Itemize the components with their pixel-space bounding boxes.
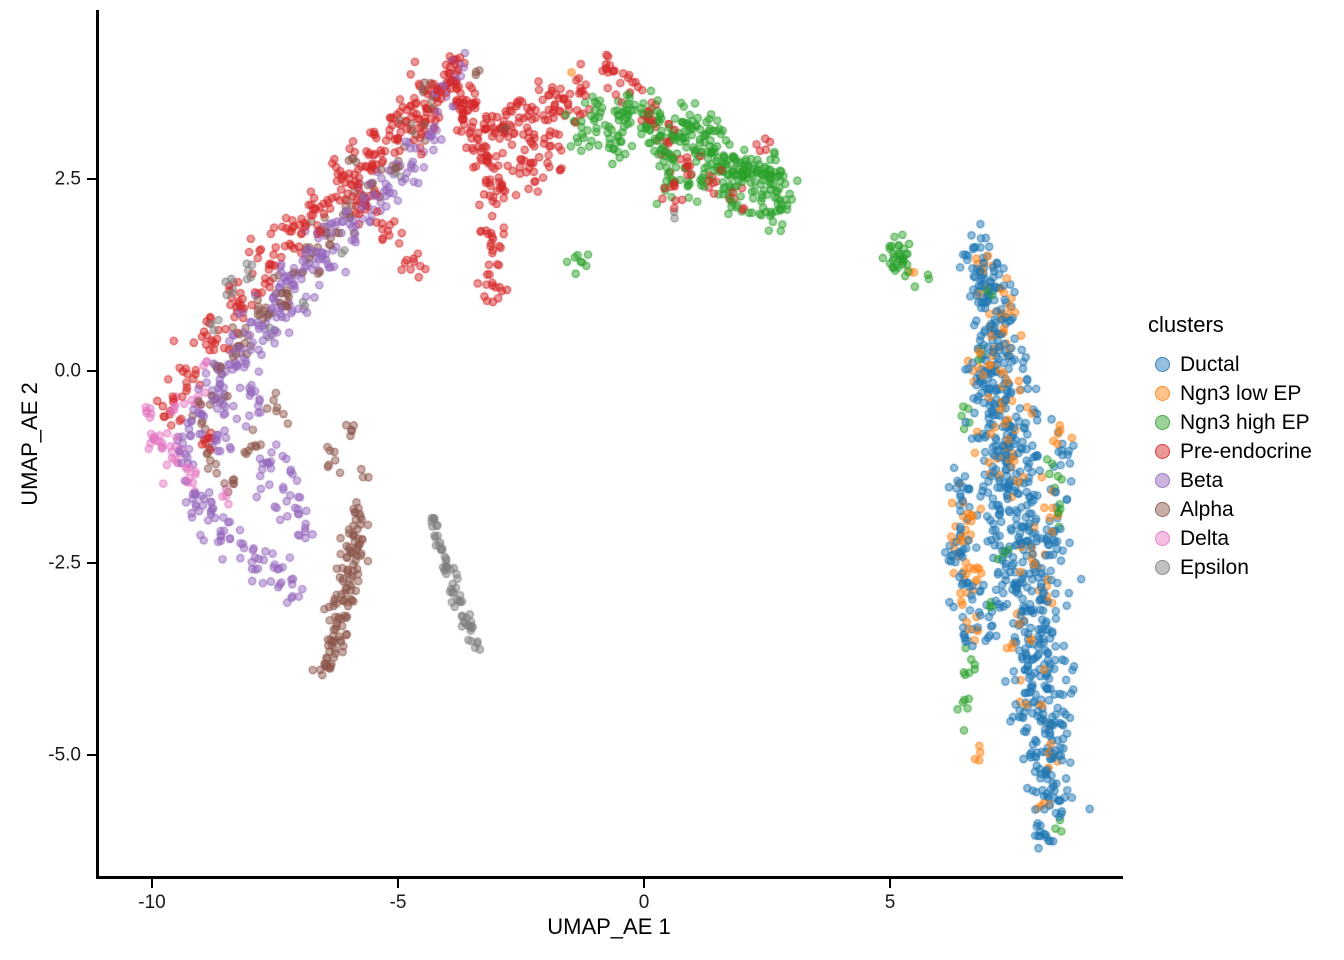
legend-item-label: Ngn3 high EP: [1180, 411, 1310, 434]
legend-title: clusters: [1148, 312, 1224, 337]
legend-key-dot: [1155, 444, 1170, 459]
y-tick-mark: [87, 178, 96, 180]
y-axis-line: [96, 10, 99, 879]
legend-key-dot: [1155, 415, 1170, 430]
y-tick-label: 0.0: [54, 360, 81, 382]
legend-item-label: Delta: [1180, 527, 1230, 550]
legend-item-label: Ductal: [1180, 353, 1240, 376]
y-axis-title: UMAP_AE 2: [17, 382, 42, 506]
legend-item-ngn3-low-ep: Ngn3 low EP: [1148, 379, 1344, 408]
x-tick-mark: [643, 879, 645, 888]
legend-key-dot: [1155, 357, 1170, 372]
legend-key-dot: [1155, 502, 1170, 517]
legend: clusters Ductal Ngn3 low EP Ngn3 high EP Pr…: [1148, 312, 1344, 582]
legend-item-label: Alpha: [1180, 498, 1234, 521]
x-tick-label: -10: [138, 892, 166, 913]
legend-item-alpha: Alpha: [1148, 495, 1344, 524]
legend-item-ductal: Ductal: [1148, 350, 1344, 379]
y-tick-label: -5.0: [48, 744, 81, 766]
legend-item-beta: Beta: [1148, 466, 1344, 495]
x-tick-label: 5: [884, 892, 896, 913]
legend-item-label: Beta: [1180, 469, 1224, 492]
legend-item-pre-endocrine: Pre-endocrine: [1148, 437, 1344, 466]
y-tick-mark: [87, 370, 96, 372]
y-tick-mark: [87, 754, 96, 756]
x-tick-label: 0: [638, 892, 650, 913]
legend-key-dot: [1155, 386, 1170, 401]
legend-key-dot: [1155, 473, 1170, 488]
legend-item-epsilon: Epsilon: [1148, 553, 1344, 582]
x-axis-line: [96, 876, 1123, 879]
legend-items: Ductal Ngn3 low EP Ngn3 high EP Pre-endocri…: [1148, 350, 1344, 582]
x-tick-label: -5: [389, 892, 407, 913]
legend-item-delta: Delta: [1148, 524, 1344, 553]
legend-item-label: Pre-endocrine: [1180, 440, 1312, 463]
legend-key-dot: [1155, 560, 1170, 575]
x-tick-mark: [889, 879, 891, 888]
y-tick-label: -2.5: [48, 552, 81, 574]
y-tick-label: 2.5: [54, 168, 81, 190]
legend-item-ngn3-high-ep: Ngn3 high EP: [1148, 408, 1344, 437]
legend-key-dot: [1155, 531, 1170, 546]
legend-item-label: Ngn3 low EP: [1180, 382, 1302, 405]
x-tick-mark: [151, 879, 153, 888]
x-axis-title: UMAP_AE 1: [547, 914, 671, 939]
y-tick-mark: [87, 562, 96, 564]
x-tick-mark: [397, 879, 399, 888]
legend-item-label: Epsilon: [1180, 556, 1249, 579]
